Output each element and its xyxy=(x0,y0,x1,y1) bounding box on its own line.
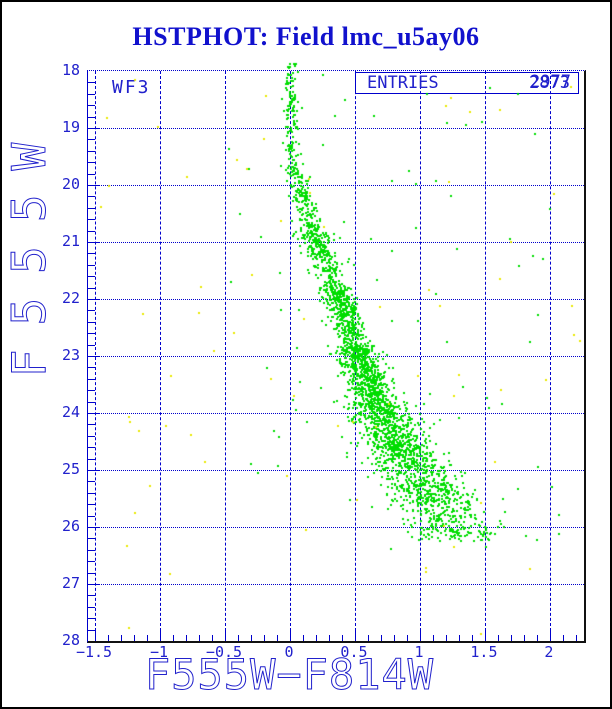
y-tick-label: 22 xyxy=(61,289,80,307)
y-tick-label: 21 xyxy=(61,232,80,250)
y-tick-label: 28 xyxy=(61,631,80,649)
y-tick-label: 24 xyxy=(61,403,80,421)
y-tick-label: 27 xyxy=(61,574,80,592)
y-tick-label: 18 xyxy=(61,61,80,79)
x-tick-label: −1.5 xyxy=(75,643,113,661)
y-tick-label: 20 xyxy=(61,175,80,193)
y-tick-label: 19 xyxy=(61,118,80,136)
x-tick-label: 0 xyxy=(284,643,294,661)
y-tick-label: 25 xyxy=(61,460,80,478)
x-tick-label: −0.5 xyxy=(205,643,243,661)
y-tick-label: 23 xyxy=(61,346,80,364)
x-tick-label: 0.5 xyxy=(340,643,368,661)
x-tick-label: −1 xyxy=(149,643,169,661)
x-tick-label: 1.5 xyxy=(470,643,498,661)
x-tick-label: 2 xyxy=(544,643,554,661)
x-tick-label: 1 xyxy=(414,643,424,661)
scatter-canvas xyxy=(87,62,583,640)
page-title: HSTPHOT: Field lmc_u5ay06 xyxy=(132,22,480,51)
x-axis-label: F555W−F814W xyxy=(144,650,435,700)
y-tick-label: 26 xyxy=(61,517,80,535)
